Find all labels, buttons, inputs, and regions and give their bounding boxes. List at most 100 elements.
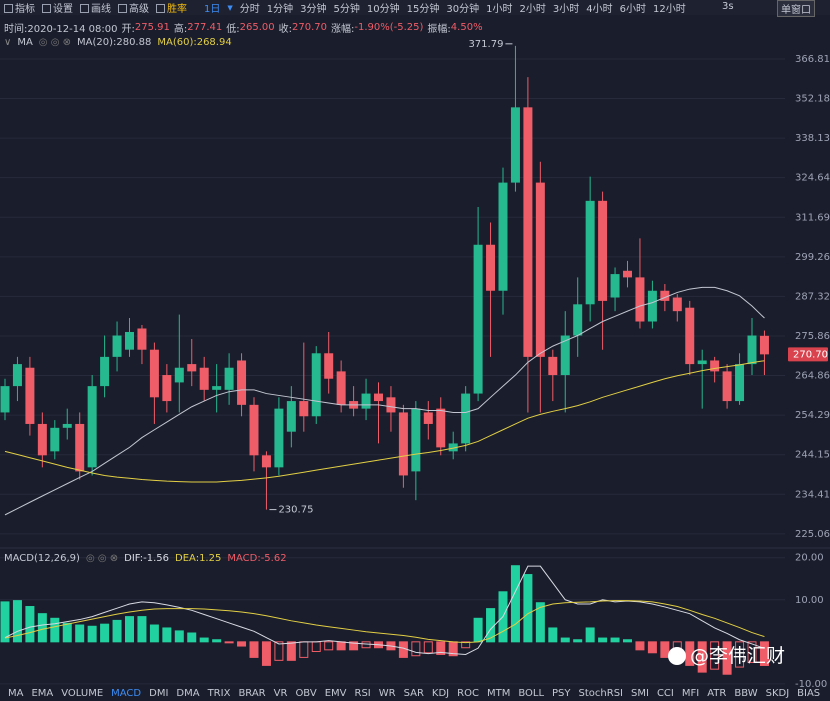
interval-button[interactable]: 12小时 <box>652 4 686 15</box>
indicator-tab[interactable]: SMI <box>631 687 649 699</box>
period-selector[interactable]: 1日 <box>204 4 221 15</box>
candle-body <box>560 335 570 376</box>
info-value: -1.90%(-5.25) <box>354 21 424 33</box>
indicator-tab[interactable]: BIAS <box>797 687 821 699</box>
macd-bar <box>12 600 22 643</box>
info-value: 275.91 <box>134 21 170 33</box>
window-mode[interactable]: 单窗口 <box>777 0 815 17</box>
interval-button[interactable]: 4小时 <box>586 4 613 15</box>
indicator-tab[interactable]: EMV <box>324 687 347 699</box>
y-tick-label: 10.00 <box>795 595 824 606</box>
indicator-tab[interactable]: VR <box>273 687 288 699</box>
indicator-tab[interactable]: EMA <box>31 687 54 699</box>
macd-bar <box>100 623 110 643</box>
interval-button[interactable]: 10分钟 <box>366 4 400 15</box>
tool-button[interactable]: 画线 <box>80 0 111 15</box>
indicator-tab[interactable]: VOLUME <box>61 687 104 699</box>
y-tick-label: 311.69 <box>795 212 830 223</box>
indicator-tab[interactable]: BBW <box>734 687 758 699</box>
settings-icons[interactable]: ◎ ◎ ⊗ <box>38 36 71 48</box>
macd-bar <box>174 630 184 643</box>
interval-button[interactable]: 2小时 <box>519 4 546 15</box>
candle-body <box>286 401 296 432</box>
macd-bar <box>598 637 608 643</box>
candle-body <box>735 364 745 402</box>
macd-bar <box>710 641 720 670</box>
candle-body <box>548 356 558 376</box>
macd-bar <box>212 639 222 643</box>
candle-body <box>100 356 110 387</box>
indicator-tab[interactable]: ATR <box>707 687 727 699</box>
indicator-tab[interactable]: MTM <box>486 687 511 699</box>
indicator-tab[interactable]: TRIX <box>207 687 231 699</box>
candle-body <box>660 290 670 301</box>
macd-bar <box>62 622 72 643</box>
interval-button[interactable]: 5分钟 <box>333 4 360 15</box>
interval-button[interactable]: 3小时 <box>552 4 580 15</box>
macd-bar <box>75 624 85 643</box>
candle-body <box>510 107 520 183</box>
indicator-tab[interactable]: MACD <box>111 687 142 699</box>
candle-body <box>87 386 97 468</box>
tool-button[interactable]: 指标 <box>4 0 35 15</box>
candle-body <box>411 408 421 472</box>
macd-bar <box>336 641 346 651</box>
indicator-tab[interactable]: MFI <box>681 687 700 699</box>
candle-body <box>386 397 396 413</box>
y-tick-label: 20.00 <box>795 553 824 564</box>
candle-body <box>436 408 446 448</box>
macd-bar <box>722 641 732 675</box>
tool-button[interactable]: 胜率 <box>156 0 187 15</box>
macd-bar <box>647 641 657 654</box>
candle-body <box>25 367 35 424</box>
indicator-tab[interactable]: KDJ <box>431 687 450 699</box>
legend-entry: DIF:-1.56 <box>124 552 170 564</box>
indicator-tab[interactable]: DMI <box>149 687 169 699</box>
indicator-tab[interactable]: WR <box>378 687 396 699</box>
collapse-icon[interactable]: ∨ <box>4 36 12 48</box>
interval-button[interactable]: 6小时 <box>619 4 646 15</box>
indicator-tab[interactable]: MA <box>8 687 24 699</box>
watermark-icon <box>668 647 686 665</box>
macd-bar <box>137 616 147 643</box>
indicator-tab[interactable]: BRAR <box>238 687 266 699</box>
candle-body <box>0 386 10 413</box>
interval-button[interactable]: 15分钟 <box>406 4 440 15</box>
interval-button[interactable]: 1小时 <box>486 4 513 15</box>
interval-button[interactable]: 分时 <box>239 4 260 15</box>
tool-button[interactable]: 高级 <box>118 0 149 15</box>
indicator-tab[interactable]: BOLL <box>518 687 545 699</box>
y-tick-label: 275.86 <box>795 331 830 342</box>
macd-title: MACD(12,26,9) <box>4 552 80 564</box>
macd-line <box>4 600 765 644</box>
macd-bar <box>473 617 483 643</box>
interval-button[interactable]: 30分钟 <box>446 4 480 15</box>
macd-bar <box>759 641 769 666</box>
macd-bar <box>535 602 545 643</box>
refresh-rate[interactable]: 3s <box>722 1 734 12</box>
tool-label: 指标 <box>15 4 35 15</box>
indicator-tab[interactable]: StochRSI <box>578 687 623 699</box>
indicator-tab[interactable]: SKDJ <box>765 687 790 699</box>
y-tick-label: 244.15 <box>795 450 830 461</box>
last-price-label: 270.70 <box>793 349 828 360</box>
indicator-tab[interactable]: CCI <box>656 687 674 699</box>
tool-label: 胜率 <box>167 4 187 15</box>
info-label: 涨幅: <box>330 23 355 35</box>
settings-icons[interactable]: ◎ ◎ ⊗ <box>85 552 119 564</box>
indicator-tab[interactable]: ROC <box>457 687 479 699</box>
candle-body <box>710 360 720 372</box>
indicator-tab[interactable]: RSI <box>354 687 371 699</box>
indicator-tab[interactable]: DMA <box>176 687 200 699</box>
indicator-tabs: MA EMA VOLUME MACD DMI DMA TRIX BRAR VR OBV EMV RSI… <box>8 685 828 701</box>
interval-button[interactable]: 3分钟 <box>300 4 327 15</box>
interval-button[interactable]: 1分钟 <box>266 4 294 15</box>
indicator-tab[interactable]: OBV <box>295 687 317 699</box>
tool-button[interactable]: 设置 <box>42 0 73 15</box>
macd-bar <box>623 639 632 643</box>
macd-bar <box>461 641 471 649</box>
ma-line <box>4 286 765 516</box>
indicator-tab[interactable]: SAR <box>403 687 424 699</box>
indicator-tab[interactable]: PSY <box>552 687 571 699</box>
